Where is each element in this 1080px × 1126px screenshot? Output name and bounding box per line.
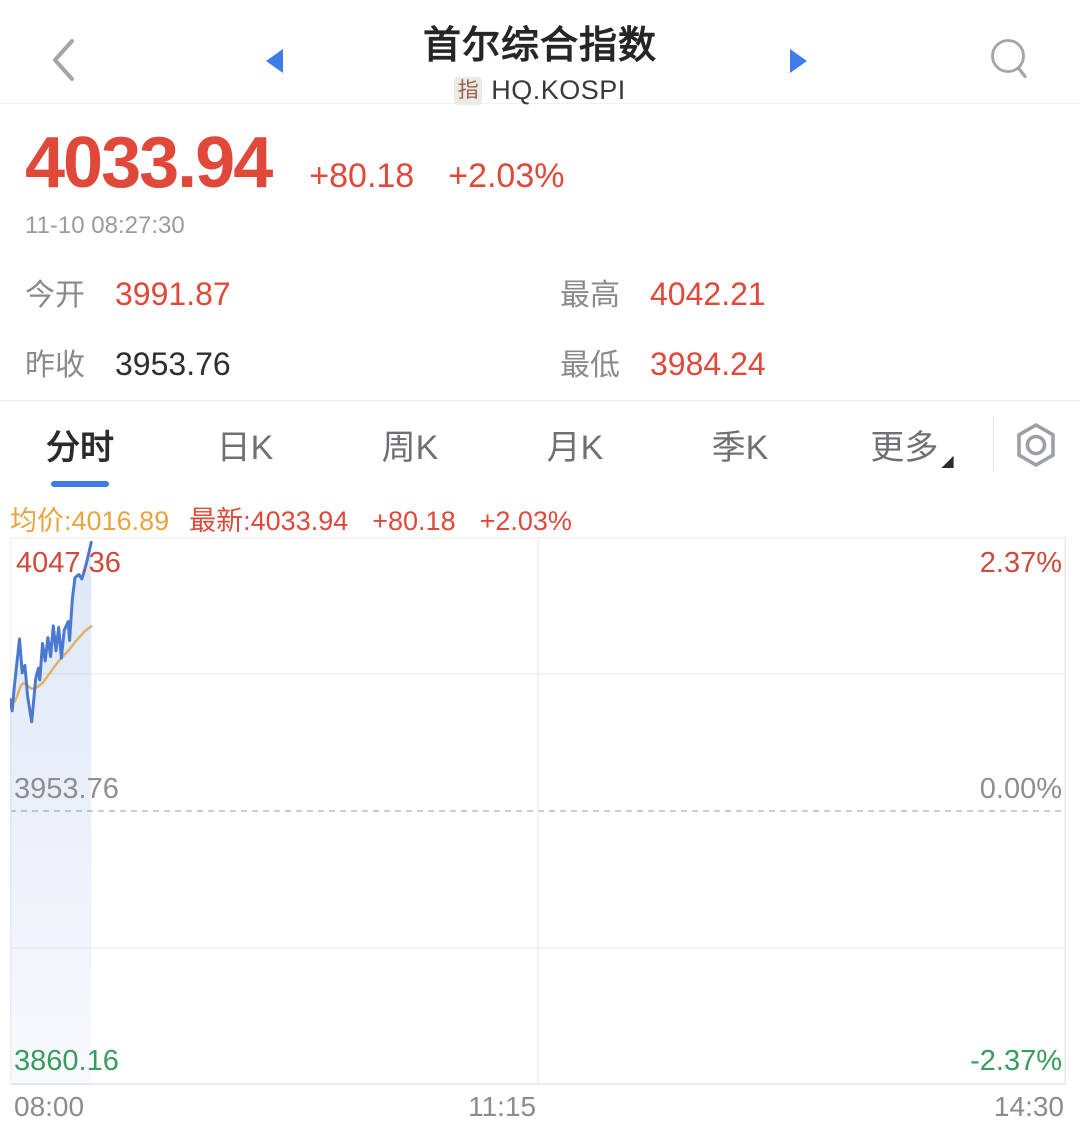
y-label-max-price: 4047.36	[16, 547, 121, 579]
y-label-min-percent: -2.37%	[970, 1045, 1062, 1077]
stat-open: 今开 3991.87	[25, 276, 231, 312]
index-type-badge: 指	[454, 76, 483, 105]
x-label-open: 08:00	[14, 1091, 85, 1122]
tab-weekly-k[interactable]: 周K	[381, 428, 439, 467]
stat-high: 最高 4042.21	[560, 276, 766, 312]
average-price-readout: 均价:4016.89	[10, 506, 170, 536]
more-corner-icon: ◢	[941, 453, 954, 470]
price-change-percent: +2.03%	[448, 157, 565, 195]
y-label-min-price: 3860.16	[14, 1045, 119, 1077]
stat-prev-close: 昨收 3953.76	[25, 346, 231, 382]
tab-quarterly-k[interactable]: 季K	[711, 428, 769, 467]
chart-settings-gear-icon[interactable]	[1011, 420, 1061, 470]
quote-stats: 今开 3991.87 最高 4042.21 昨收 3953.76 最低 3984…	[25, 270, 1080, 384]
chart-series	[10, 540, 93, 1085]
x-label-close: 14:30	[993, 1091, 1064, 1122]
y-label-prev-close: 3953.76	[14, 773, 119, 805]
info-change-percent: +2.03%	[479, 506, 572, 536]
quote-timestamp: 11-10 08:27:30	[25, 212, 185, 239]
search-icon[interactable]	[988, 36, 1034, 86]
symbol-code: HQ.KOSPI	[491, 75, 626, 105]
chart-canvas[interactable]	[10, 537, 1066, 1085]
y-label-zero-percent: 0.00%	[979, 773, 1062, 805]
back-icon[interactable]	[48, 36, 82, 84]
prev-stock-icon[interactable]	[266, 49, 283, 73]
tab-more[interactable]: 更多 ◢	[870, 428, 954, 471]
tab-monthly-k[interactable]: 月K	[546, 428, 604, 467]
chart-x-axis: 08:00 11:15 14:30	[10, 1085, 1066, 1126]
last-price: 4033.94	[25, 123, 273, 203]
quote-section: 4033.94 +80.18 +2.03% 11-10 08:27:30 今开 …	[0, 104, 1080, 400]
latest-price-readout: 最新:4033.94	[189, 506, 349, 536]
header-title-block: 首尔综合指数 指 HQ.KOSPI	[0, 14, 1080, 106]
page-title: 首尔综合指数	[422, 25, 657, 67]
tab-daily-k[interactable]: 日K	[216, 428, 274, 467]
intraday-chart[interactable]: 4047.36 2.37% 3953.76 0.00% 3860.16 -2.3…	[10, 537, 1066, 1085]
next-stock-icon[interactable]	[790, 49, 807, 73]
stat-low: 最低 3984.24	[560, 346, 766, 382]
header: 首尔综合指数 指 HQ.KOSPI	[0, 0, 1080, 106]
info-change: +80.18	[372, 506, 456, 536]
tab-divider	[993, 417, 994, 471]
price-change: +80.18	[309, 157, 415, 195]
tab-intraday[interactable]: 分时	[46, 428, 114, 467]
y-label-max-percent: 2.37%	[979, 547, 1062, 579]
chart-info-line: 均价:4016.89 最新:4033.94 +80.18 +2.03%	[0, 487, 1080, 537]
chart-period-tabs: 分时 日K 周K 月K 季K 更多 ◢	[0, 400, 1080, 487]
active-tab-underline	[51, 481, 109, 487]
chart-gridlines	[10, 537, 1066, 1085]
x-label-mid: 11:15	[468, 1091, 537, 1122]
